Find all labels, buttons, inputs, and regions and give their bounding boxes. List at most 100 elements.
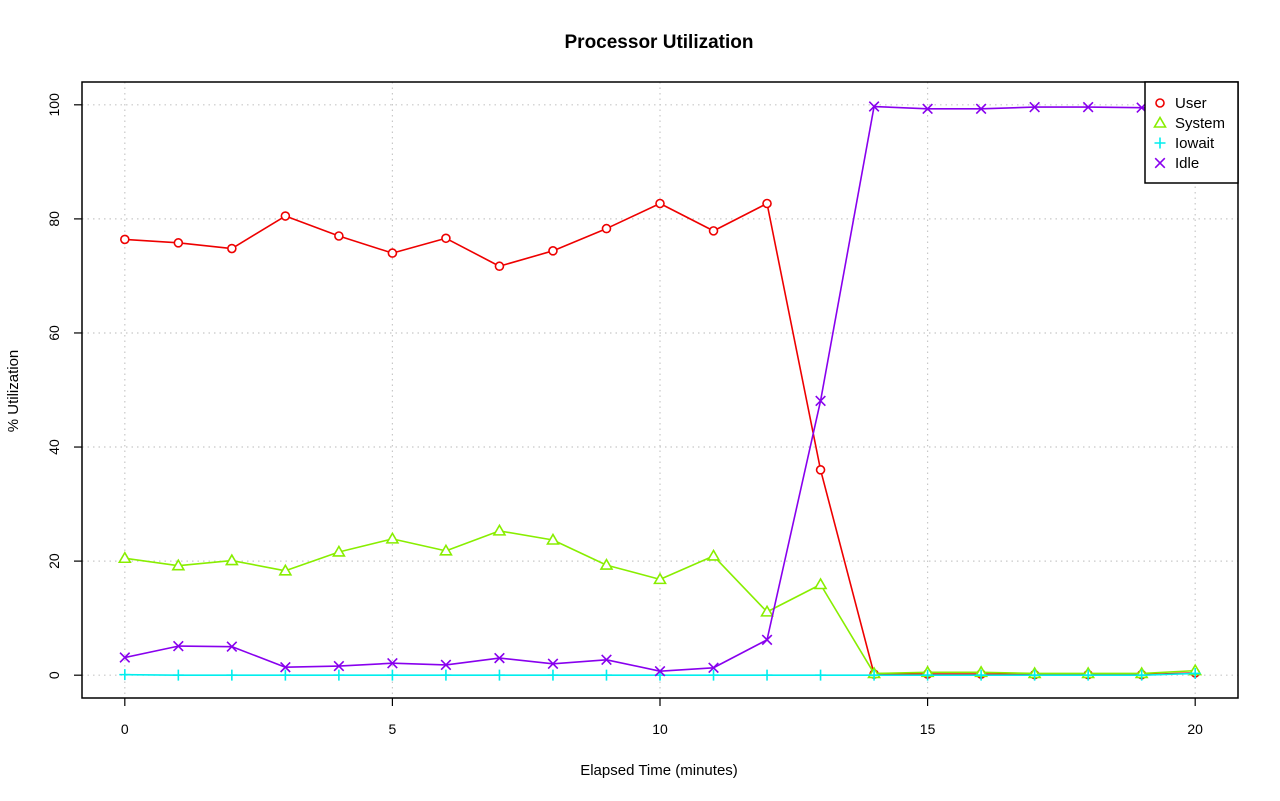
series-line-segment — [712, 555, 768, 613]
series-line-segment — [338, 538, 393, 553]
series-line-segment — [124, 238, 179, 244]
data-point-idle — [868, 101, 880, 112]
data-point-system — [760, 604, 774, 617]
legend-label-system: System — [1175, 115, 1225, 132]
series-line-segment — [499, 250, 554, 267]
data-point-iowait — [386, 669, 398, 681]
series-line-segment — [981, 671, 1035, 675]
data-point-iowait — [922, 669, 934, 681]
data-point-idle — [547, 658, 559, 670]
x-tick-label: 15 — [920, 721, 936, 737]
data-point-idle — [119, 652, 131, 663]
data-point-idle — [922, 103, 933, 115]
data-point-iowait — [226, 669, 238, 681]
legend-label-user: User — [1175, 95, 1207, 112]
data-point-iowait — [172, 669, 184, 681]
data-point-iowait — [1082, 669, 1094, 681]
series-line-segment — [552, 658, 607, 665]
x-axis-label: Elapsed Time (minutes) — [580, 762, 738, 779]
data-point-idle — [226, 641, 238, 653]
data-point-idle — [708, 662, 719, 674]
y-axis-label: % Utilization — [5, 350, 22, 433]
series-user — [120, 198, 1200, 680]
series-line-segment — [659, 202, 714, 232]
data-point-system — [385, 531, 400, 544]
data-point-user — [120, 234, 130, 245]
y-tick-label: 40 — [46, 439, 62, 455]
data-point-user — [708, 226, 719, 236]
data-point-user — [173, 238, 184, 248]
data-point-iowait — [761, 669, 773, 681]
data-point-iowait — [708, 669, 720, 681]
data-point-user — [227, 243, 237, 254]
series-line-segment — [124, 673, 179, 676]
data-point-system — [439, 543, 453, 556]
data-point-user — [494, 261, 505, 272]
y-tick-label: 100 — [46, 93, 62, 117]
data-point-user — [762, 198, 772, 209]
series-line-segment — [874, 671, 928, 675]
data-point-user — [280, 211, 291, 221]
series-line-segment — [606, 564, 661, 581]
series-line-segment — [392, 237, 447, 254]
series-line-segment — [766, 203, 822, 471]
series-line-segment — [392, 662, 446, 666]
series-line-segment — [606, 659, 661, 672]
legend-marker-system — [1153, 115, 1167, 128]
series-layer — [117, 101, 1203, 681]
legend-marker-user — [1155, 98, 1165, 108]
legend-marker-idle — [1154, 157, 1166, 169]
series-line-segment — [285, 551, 340, 572]
series-line-segment — [445, 657, 500, 666]
series-line-segment — [819, 469, 875, 675]
series-line-segment — [499, 530, 554, 541]
series-line-segment — [338, 662, 393, 667]
series-line-segment — [659, 555, 714, 581]
data-point-idle — [280, 661, 291, 673]
series-line-segment — [606, 202, 661, 230]
series-line-segment — [124, 557, 179, 567]
data-point-user — [387, 248, 398, 258]
series-line-segment — [1141, 669, 1196, 675]
series-idle — [119, 101, 1201, 677]
data-point-system — [117, 551, 132, 564]
series-line-segment — [981, 106, 1035, 110]
data-point-idle — [440, 659, 452, 671]
series-line-segment — [178, 645, 232, 648]
series-line-segment — [124, 645, 179, 659]
x-tick-label: 0 — [121, 721, 129, 737]
y-tick-label: 20 — [46, 553, 62, 569]
data-point-idle — [1029, 101, 1040, 113]
data-point-system — [599, 558, 614, 570]
data-point-idle — [387, 657, 398, 669]
data-point-system — [813, 577, 828, 590]
y-tick-label: 60 — [46, 325, 62, 341]
series-line-segment — [766, 400, 822, 640]
data-point-idle — [601, 654, 612, 666]
series-line-segment — [819, 584, 875, 674]
data-point-iowait — [493, 669, 505, 681]
data-point-idle — [333, 660, 345, 672]
data-point-system — [332, 544, 346, 557]
x-tick-label: 20 — [1187, 721, 1203, 737]
series-line-segment — [1088, 106, 1142, 109]
data-point-system — [171, 558, 186, 571]
data-point-iowait — [440, 669, 452, 681]
series-line-segment — [445, 237, 500, 267]
data-point-iowait — [1189, 667, 1201, 679]
series-line-segment — [178, 559, 232, 567]
data-point-idle — [815, 395, 826, 407]
data-point-user — [655, 198, 665, 209]
data-point-user — [334, 231, 344, 241]
data-point-idle — [1082, 101, 1094, 113]
y-tick-label: 0 — [46, 671, 62, 679]
series-line-segment — [178, 242, 232, 250]
legend-label-iowait: Iowait — [1175, 135, 1215, 152]
data-point-idle — [494, 652, 505, 664]
data-point-iowait — [119, 669, 131, 681]
data-point-user — [815, 465, 826, 475]
data-point-user — [601, 223, 612, 234]
data-point-system — [492, 523, 507, 536]
series-line-segment — [713, 639, 768, 669]
legend: User System Iowait Idle — [1144, 81, 1239, 184]
